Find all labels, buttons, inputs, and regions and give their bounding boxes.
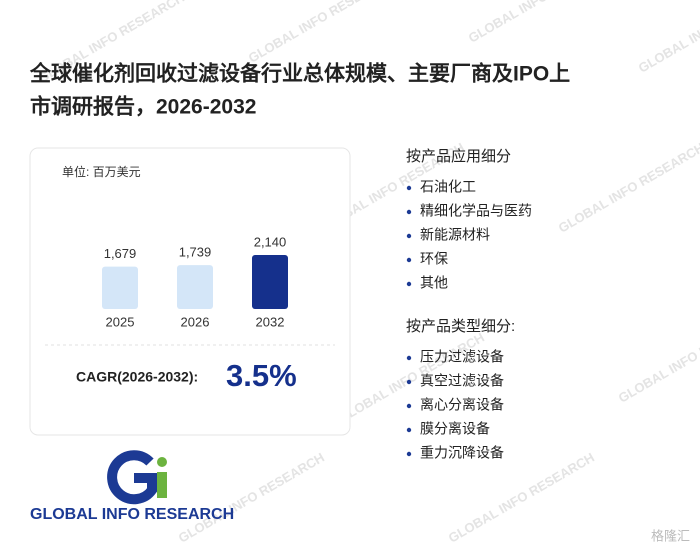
segment-heading: 按产品类型细分: [406,318,515,335]
title: 全球催化剂回收过滤设备行业总体规模、主要厂商及IPO上 [29,62,570,86]
segment-item: 其他 [420,275,448,291]
segment-item: 真空过滤设备 [420,373,504,389]
cagr-value: 3.5% [226,358,297,393]
bullet [406,281,412,287]
bullet [406,427,412,433]
segment-heading: 按产品应用细分 [406,147,511,165]
unit-label: 单位: 百万美元 [62,164,141,179]
segment-item: 石油化工 [420,179,476,195]
watermark-text: GLOBAL INFO RESEARCH [466,0,617,46]
segment-item: 重力沉降设备 [420,445,504,461]
bullet [406,257,412,263]
watermark-text: GLOBAL INFO RESEARCH [616,310,700,406]
x-tick-label: 2026 [181,314,210,329]
logo-text: GLOBAL INFO RESEARCH [30,506,234,523]
bullet [406,403,412,409]
bar [252,255,288,309]
bullet [406,185,412,191]
bar [102,266,138,309]
bar-chart: 1,679 2025 1,739 2026 2,140 2032 [102,234,288,329]
segment-item: 膜分离设备 [420,421,490,437]
value-label: 2,140 [254,234,287,249]
value-label: 1,739 [179,245,212,260]
logo: GLOBAL INFO RESEARCH [30,450,234,523]
segment-item: 压力过滤设备 [420,349,504,365]
watermark-text: GLOBAL INFO RESEARCH [556,140,700,236]
segment-item: 新能源材料 [420,227,490,243]
bullet [406,379,412,385]
watermark-text: GLOBAL INFO RESEARCH [176,450,327,546]
bullet [406,451,412,457]
bullet [406,209,412,215]
logo-dot [157,457,167,467]
segment-item: 离心分离设备 [420,397,504,413]
watermark-text: GLOBAL INFO RESEARCH [446,450,597,546]
bullet [406,233,412,239]
source-mark: 格隆汇 [651,528,690,543]
cagr-label: CAGR(2026-2032): [76,369,198,385]
logo-i [157,472,167,498]
logo-g [107,450,157,505]
x-tick-label: 2032 [256,314,285,329]
segment-item: 精细化学品与医药 [420,203,532,219]
title: 市调研报告，2026-2032 [30,95,256,119]
value-label: 1,679 [104,246,137,261]
watermark-text: GLOBAL INFO RESEARCH [636,0,700,76]
segment-item: 环保 [420,251,448,267]
bar [177,265,213,309]
bullet [406,355,412,361]
watermark-text: GLOBAL INFO RESEARCH [246,0,397,66]
x-tick-label: 2025 [106,314,135,329]
